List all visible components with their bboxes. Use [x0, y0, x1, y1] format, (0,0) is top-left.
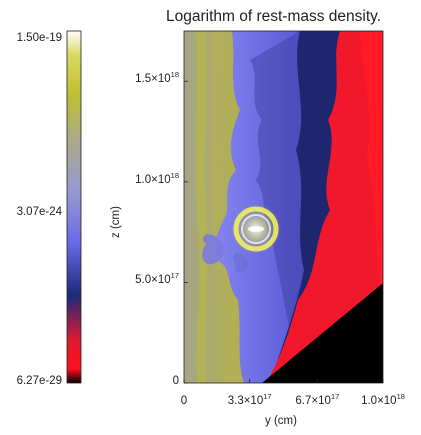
x-tick-label: 6.7×1017 — [295, 392, 340, 407]
y-tick-label: 1.5×1018 — [135, 70, 179, 86]
chart-title: Logarithm of rest-mass density. — [166, 8, 382, 25]
x-axis-ticks — [183, 379, 384, 383]
x-tick-label: 1.0×1018 — [361, 392, 405, 407]
y-tick-label: 1.0×1018 — [135, 170, 179, 186]
x-tick-label: 0 — [180, 395, 188, 407]
plot-frame — [183, 30, 384, 384]
density-field — [184, 31, 383, 383]
colorbar-min-label: 6.27e-29 — [16, 375, 62, 387]
colorbar — [66, 30, 82, 384]
y-tick-label: 0 — [172, 375, 179, 387]
colorbar-mid-label: 3.07e-24 — [16, 206, 62, 218]
y-axis-label: z (cm) — [109, 206, 122, 238]
y-tick-label: 5.0×1017 — [135, 271, 179, 287]
y-axis-ticks — [184, 80, 188, 384]
colorbar-max-label: 1.50e-19 — [16, 32, 62, 44]
x-axis-label: y (cm) — [265, 415, 297, 427]
x-tick-label: 3.3×1017 — [227, 392, 272, 407]
